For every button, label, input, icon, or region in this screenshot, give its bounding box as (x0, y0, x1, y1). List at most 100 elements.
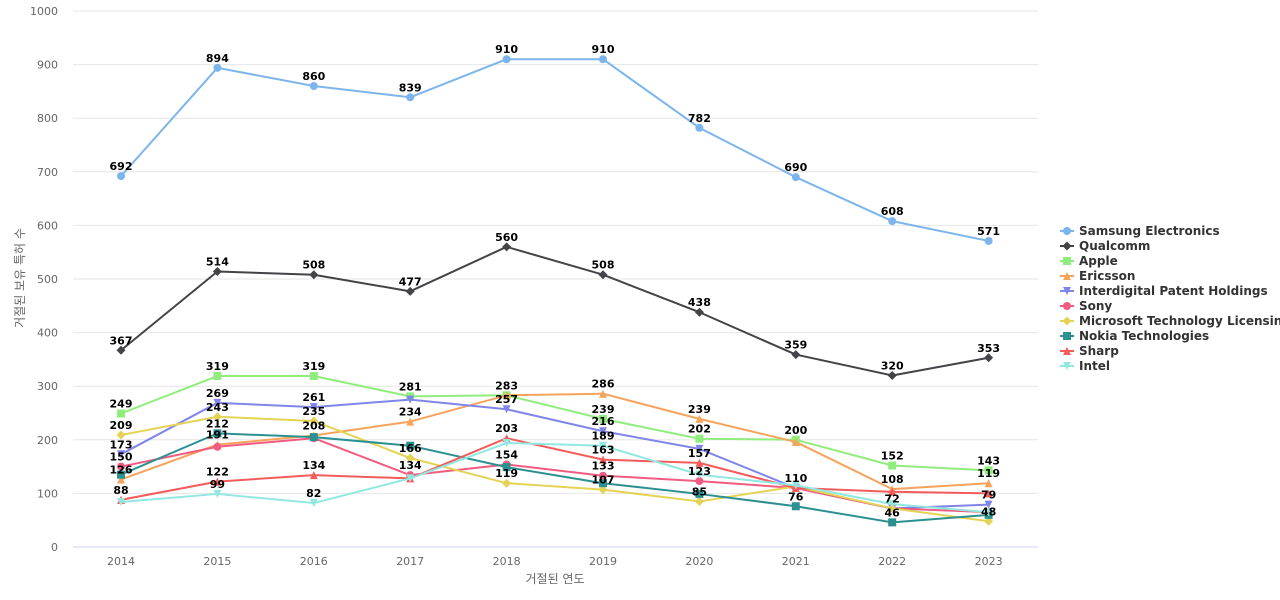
data-point (502, 391, 511, 400)
series-line (120, 432, 989, 524)
data-label: 692 (110, 160, 133, 173)
data-label: 320 (881, 359, 904, 372)
legend-marker (1063, 227, 1071, 235)
data-point (888, 518, 897, 527)
data-label: 166 (399, 442, 422, 455)
data-label: 134 (302, 459, 325, 472)
series-samsung-electronics (117, 55, 993, 245)
data-point (117, 462, 125, 471)
data-label: 514 (206, 255, 229, 268)
x-tick-label: 2020 (685, 555, 713, 568)
data-point (599, 414, 607, 423)
data-label: 234 (399, 406, 422, 419)
series-line (120, 392, 989, 491)
data-point (502, 463, 511, 472)
data-point (888, 487, 897, 496)
data-point (791, 173, 800, 182)
legend-label: Sony (1079, 299, 1112, 313)
x-tick-label: 2014 (107, 555, 135, 568)
data-point (599, 427, 607, 436)
axis-layer: 0 100 200 300 400 500 600 700 800 900 1000 2014 2015… (30, 5, 1038, 568)
data-label: 860 (302, 70, 325, 83)
legend-marker (1062, 316, 1072, 326)
series-line (120, 375, 989, 472)
data-point (309, 471, 318, 480)
data-label: 107 (592, 474, 615, 487)
data-label: 319 (206, 360, 229, 373)
x-tick-label: 2018 (493, 555, 521, 568)
legend-marker (1063, 362, 1071, 370)
data-point (116, 430, 126, 440)
data-point (309, 499, 318, 508)
legend-item-intel[interactable]: Intel (1060, 359, 1110, 373)
data-label: 782 (688, 112, 711, 125)
legend-label: Nokia Technologies (1079, 329, 1209, 343)
data-label: 72 (885, 492, 900, 505)
data-label: 209 (110, 419, 133, 432)
data-point (406, 93, 415, 102)
y-tick-label: 100 (37, 487, 58, 500)
data-label: 119 (977, 467, 1000, 480)
data-label: 122 (206, 466, 229, 479)
legend-item-nokia-technologies[interactable]: Nokia Technologies (1060, 329, 1209, 343)
data-label: 560 (495, 231, 518, 244)
legend-label: Interdigital Patent Holdings (1079, 284, 1268, 298)
data-point (213, 442, 222, 451)
legend-item-sony[interactable]: Sony (1060, 299, 1112, 313)
data-point (213, 429, 222, 438)
legend-label: Intel (1079, 359, 1110, 373)
data-label: 191 (206, 429, 229, 442)
data-label: 48 (981, 505, 996, 518)
data-point (212, 412, 222, 422)
legend-item-microsoft-technology-licensing[interactable]: Microsoft Technology Licensing (1060, 314, 1280, 328)
y-tick-label: 1000 (30, 5, 58, 18)
data-point (309, 403, 318, 412)
data-label: 353 (977, 342, 1000, 355)
data-point (502, 405, 511, 414)
data-label: 134 (399, 459, 422, 472)
data-point (888, 461, 897, 470)
data-point (406, 395, 415, 404)
data-point (213, 63, 222, 72)
data-label: 257 (495, 393, 518, 406)
legend-marker (1063, 302, 1071, 310)
y-tick-label: 900 (37, 59, 58, 72)
data-label: 189 (592, 430, 615, 443)
data-label: 319 (302, 360, 325, 373)
data-point (887, 503, 897, 513)
data-point (695, 414, 704, 423)
series-layer (116, 55, 994, 527)
data-point (695, 123, 704, 132)
data-point (406, 441, 415, 450)
x-tick-label: 2019 (589, 555, 617, 568)
data-point (695, 477, 704, 486)
data-label: 283 (495, 379, 518, 392)
data-point (984, 516, 994, 526)
data-point (117, 409, 125, 418)
data-label: 133 (592, 460, 615, 473)
legend-label: Qualcomm (1079, 239, 1150, 253)
legend-item-qualcomm[interactable]: Qualcomm (1060, 239, 1150, 253)
data-label: 173 (110, 438, 133, 451)
data-point (694, 307, 704, 317)
legend-item-sharp[interactable]: Sharp (1060, 344, 1119, 358)
legend-item-interdigital-patent-holdings[interactable]: Interdigital Patent Holdings (1060, 284, 1268, 298)
data-label: 119 (495, 467, 518, 480)
legend-item-samsung-electronics[interactable]: Samsung Electronics (1060, 224, 1220, 238)
data-point (309, 372, 318, 381)
data-label: 608 (881, 205, 904, 218)
data-label: 88 (113, 484, 128, 497)
data-point (984, 466, 993, 475)
legend-item-apple[interactable]: Apple (1060, 254, 1118, 268)
legend-item-ericsson[interactable]: Ericsson (1060, 269, 1135, 283)
data-label: 216 (592, 415, 615, 428)
data-point (116, 345, 126, 355)
series-qualcomm (116, 242, 994, 380)
data-point (599, 441, 607, 450)
data-label: 281 (399, 380, 422, 393)
data-point (502, 242, 512, 252)
legend-marker (1063, 332, 1071, 340)
data-point (117, 470, 125, 479)
y-tick-label: 300 (37, 380, 58, 393)
